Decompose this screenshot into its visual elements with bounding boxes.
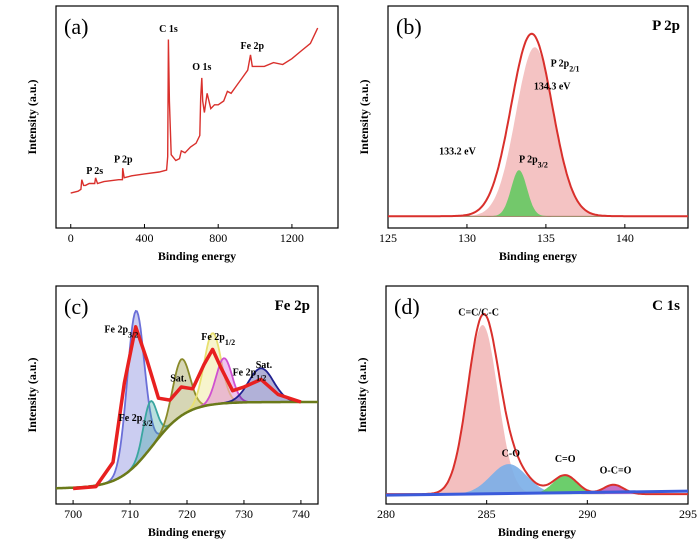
panel-title: P 2p: [652, 18, 680, 34]
peak-annotation: O-C=O: [600, 465, 632, 476]
x-tick-label: 800: [209, 231, 227, 245]
x-axis-label: Binding energy: [158, 249, 236, 263]
peak-annotation: Fe 2p3/2: [104, 324, 138, 339]
background-line: [56, 400, 318, 490]
x-tick-label: 1200: [280, 231, 304, 245]
plot-frame: [385, 285, 689, 505]
x-tick-label: 400: [135, 231, 153, 245]
x-tick-label: 720: [178, 507, 196, 521]
x-tick-label: 740: [292, 507, 310, 521]
x-tick-label: 710: [121, 507, 139, 521]
x-tick-label: 730: [235, 507, 253, 521]
peak-annotation: P 2s: [86, 166, 103, 177]
peak-annotation: Fe 2p3/2: [119, 413, 153, 428]
panel-a: 0 400 800 1200 Binding energy Intensity (a.u.…: [25, 5, 339, 263]
x-axis-label: Binding energy: [148, 525, 226, 539]
y-axis-label: Intensity (a.u.): [355, 357, 369, 432]
peak-annotation: Sat.: [170, 373, 187, 384]
x-tick-label: 280: [377, 507, 395, 521]
panel-label: (c): [64, 294, 88, 319]
component-line: [56, 399, 318, 490]
panel-label: (a): [64, 14, 88, 39]
panel-title: Fe 2p: [275, 298, 310, 314]
component-fill: [56, 359, 318, 489]
x-axis-label: Binding energy: [499, 249, 577, 263]
baseline-line: [385, 489, 689, 497]
component-fill: [56, 368, 318, 489]
peak-annotation: C-O: [502, 449, 521, 460]
peak-annotation: P 2p3/2: [519, 154, 548, 169]
peak-annotation: P 2p: [114, 154, 133, 165]
peak-annotation: Fe 2p: [240, 41, 264, 52]
peak-annotation: 133.2 eV: [439, 147, 476, 158]
peak-annotation: Sat.: [256, 360, 273, 371]
envelope-line: [386, 312, 688, 496]
panel-d: 280 285 290 295 Binding energy Intensity (a.u…: [355, 285, 697, 539]
x-tick-label: 125: [379, 231, 397, 245]
peak-annotation: P 2p2/1: [551, 58, 580, 73]
x-tick-label: 0: [68, 231, 74, 245]
panel-title: C 1s: [652, 298, 680, 314]
plot-frame: [387, 5, 689, 229]
peak-annotation: Fe 2p1/2: [201, 332, 235, 347]
peak-annotation: C=C/C-C: [458, 308, 499, 319]
envelope-line: [72, 325, 302, 491]
component-peak: [388, 47, 688, 217]
x-axis-label: Binding energy: [498, 525, 576, 539]
y-axis-label: Intensity (a.u.): [25, 357, 39, 432]
peak-annotation: C=O: [555, 454, 576, 465]
y-axis-label: Intensity (a.u.): [25, 79, 39, 154]
envelope-line: [388, 32, 688, 218]
x-tick-label: 700: [64, 507, 82, 521]
panel-c: 700 710 720 730 740 Binding energy Intensity (…: [25, 285, 319, 539]
x-tick-label: 135: [537, 231, 555, 245]
component-peak: [386, 464, 688, 495]
component-line: [56, 332, 318, 490]
peak-annotation: 134.3 eV: [534, 81, 571, 92]
component-fill: [56, 401, 318, 489]
x-tick-label: 140: [616, 231, 634, 245]
x-tick-label: 285: [478, 507, 496, 521]
panel-label: (d): [394, 294, 420, 319]
x-tick-label: 295: [679, 507, 697, 521]
survey-spectrum-line: [70, 27, 319, 194]
x-tick-label: 130: [458, 231, 476, 245]
peak-annotation: C 1s: [159, 24, 178, 35]
component-peak: [386, 325, 688, 495]
peak-annotation: Fe 2p1/2: [233, 368, 267, 383]
panel-label: (b): [396, 14, 422, 39]
y-axis-label: Intensity (a.u.): [357, 79, 371, 154]
plot-frame: [55, 5, 339, 229]
peak-annotation: O 1s: [192, 62, 211, 73]
panel-b: 125 130 135 140 Binding energy Intensity (a.u…: [357, 5, 689, 263]
x-tick-label: 290: [578, 507, 596, 521]
